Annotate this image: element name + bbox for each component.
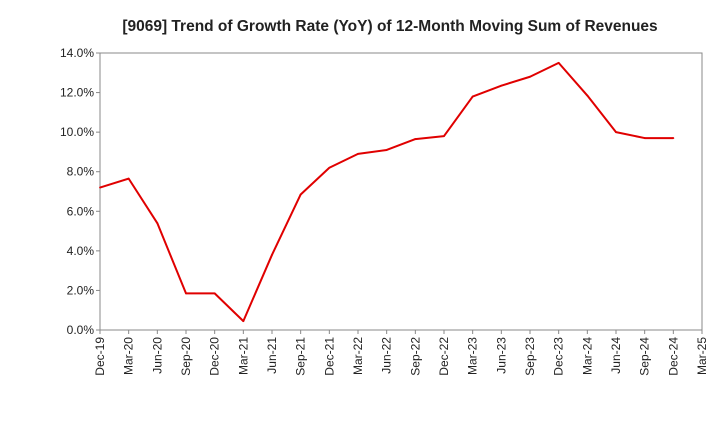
axes <box>96 52 703 334</box>
x-tick-label: Sep-21 <box>294 337 308 376</box>
series-layer <box>99 61 675 323</box>
data-point <box>271 253 273 256</box>
data-point <box>213 292 216 295</box>
data-point <box>99 186 101 189</box>
data-point <box>185 292 187 295</box>
data-point <box>615 131 617 134</box>
x-tick-label: Dec-23 <box>552 337 566 376</box>
y-tick-label: 12.0% <box>60 86 94 100</box>
x-axis-ticks: Dec-19 Mar-20 Jun-20 Sep-20 Dec-20 Mar-21 Jun-… <box>93 337 709 376</box>
y-tick-label: 2.0% <box>67 283 95 297</box>
x-tick-label: Dec-24 <box>666 337 680 376</box>
y-tick-label: 10.0% <box>60 125 94 139</box>
data-point <box>127 177 130 180</box>
plot-area <box>99 52 703 331</box>
data-point <box>586 94 589 97</box>
x-tick-label: Jun-23 <box>494 337 508 374</box>
data-point <box>500 84 503 87</box>
x-tick-label: Sep-20 <box>179 337 193 376</box>
x-tick-label: Sep-23 <box>523 337 537 376</box>
data-point <box>156 222 159 225</box>
data-point <box>357 153 359 155</box>
data-point <box>414 138 417 140</box>
y-axis-ticks: 0.0% 2.0% 4.0% 6.0% 8.0% 10.0% 12.0% 14.0% <box>60 46 94 337</box>
x-tick-label: Sep-22 <box>408 337 422 376</box>
x-tick-label: Mar-25 <box>695 337 709 375</box>
x-tick-label: Sep-24 <box>638 337 652 376</box>
x-tick-label: Dec-20 <box>208 337 222 376</box>
x-tick-label: Mar-23 <box>466 337 480 375</box>
x-tick-label: Mar-20 <box>122 337 136 375</box>
y-tick-label: 0.0% <box>67 323 95 337</box>
data-point <box>471 95 474 98</box>
x-tick-label: Jun-21 <box>265 337 279 374</box>
x-tick-label: Jun-22 <box>380 337 394 374</box>
x-tick-label: Dec-19 <box>93 337 107 376</box>
y-tick-label: 14.0% <box>60 46 94 60</box>
x-tick-label: Mar-21 <box>236 337 250 375</box>
x-tick-label: Dec-22 <box>437 337 451 376</box>
data-point <box>385 149 388 151</box>
x-tick-label: Jun-20 <box>150 337 164 374</box>
data-point <box>443 135 445 138</box>
x-tick-label: Mar-22 <box>351 337 365 375</box>
data-point <box>299 193 302 196</box>
x-tick-label: Jun-24 <box>609 337 623 374</box>
data-point <box>529 75 531 78</box>
chart-title: [9069] Trend of Growth Rate (YoY) of 12-… <box>122 18 657 35</box>
y-tick-label: 8.0% <box>67 165 95 179</box>
data-point <box>643 137 646 139</box>
data-point <box>242 320 245 322</box>
data-point <box>557 61 560 64</box>
data-point <box>328 166 331 169</box>
y-tick-label: 4.0% <box>67 244 95 258</box>
y-tick-label: 6.0% <box>67 204 95 218</box>
x-tick-label: Dec-21 <box>322 337 336 376</box>
x-tick-label: Mar-24 <box>580 337 594 375</box>
data-point <box>672 137 675 139</box>
